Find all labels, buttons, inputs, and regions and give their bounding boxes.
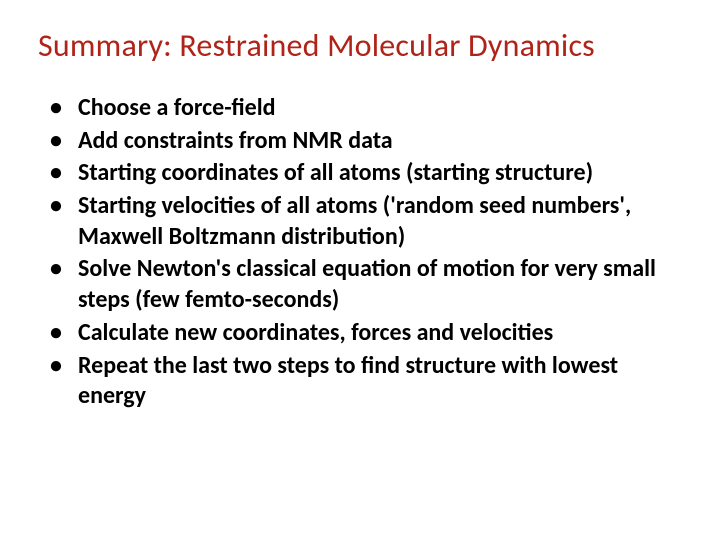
list-item-text: Solve Newton's classical equation of mot…	[78, 254, 656, 314]
list-item: Add constraints from NMR data	[40, 126, 676, 157]
list-item: Repeat the last two steps to find struct…	[40, 351, 676, 412]
list-item: Starting coordinates of all atoms (start…	[40, 158, 676, 189]
list-item: Choose a force-field	[40, 93, 676, 124]
list-item: Calculate new coordinates, forces and ve…	[40, 318, 676, 349]
slide-title: Summary: Restrained Molecular Dynamics	[38, 28, 682, 65]
list-item-text: Calculate new coordinates, forces and ve…	[78, 318, 553, 347]
list-item-text: Choose a force-field	[78, 93, 276, 122]
list-item-text: Starting coordinates of all atoms (start…	[78, 158, 593, 187]
list-item: Solve Newton's classical equation of mot…	[40, 254, 676, 315]
list-item-text: Repeat the last two steps to find struct…	[78, 351, 618, 411]
list-item: Starting velocities of all atoms ('rando…	[40, 191, 676, 252]
list-item-text: Starting velocities of all atoms ('rando…	[78, 191, 631, 251]
slide: Summary: Restrained Molecular Dynamics C…	[0, 0, 720, 540]
bullet-list: Choose a force-field Add constraints fro…	[38, 93, 682, 412]
list-item-text: Add constraints from NMR data	[78, 126, 393, 155]
